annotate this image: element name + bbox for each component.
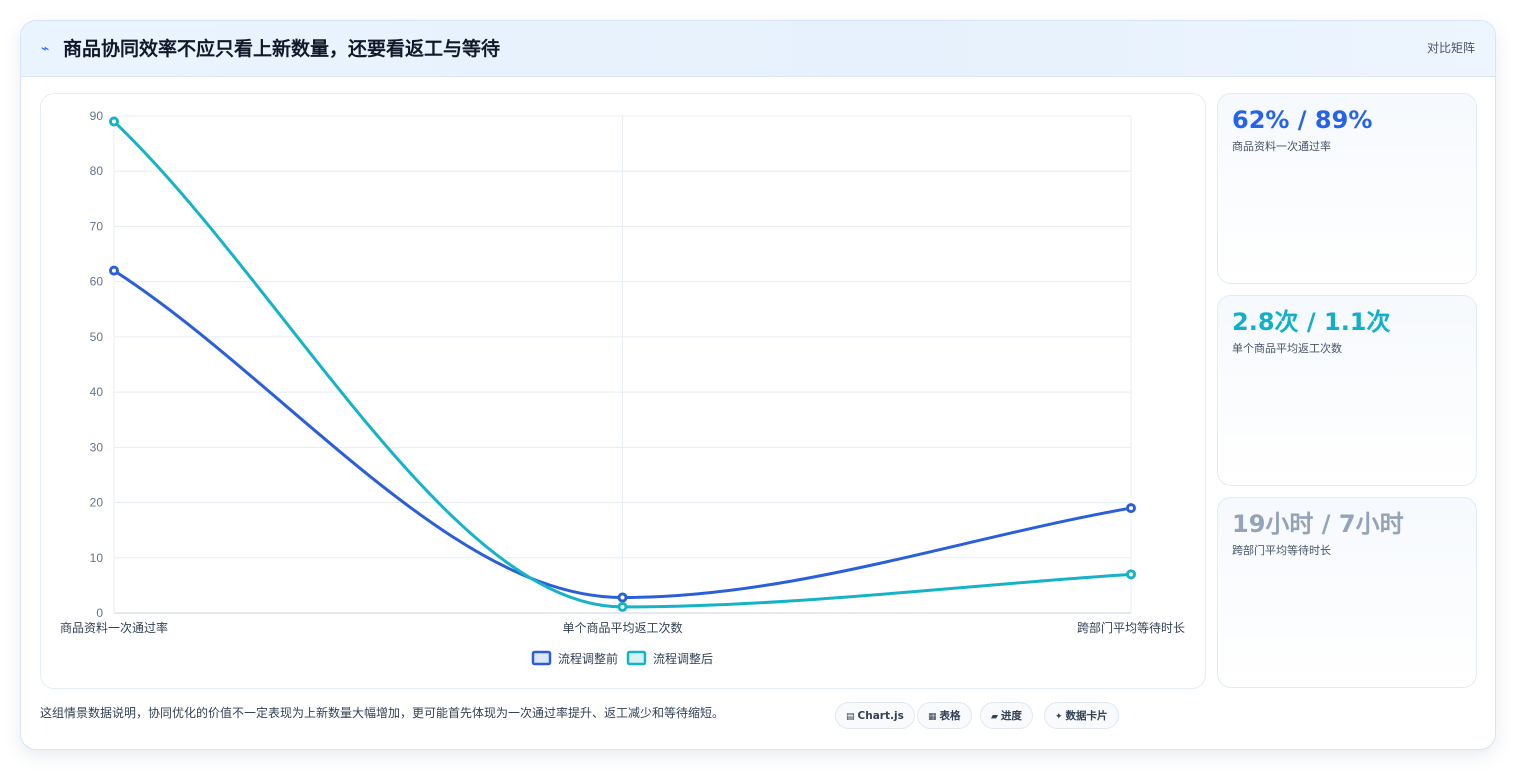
x-tick-label: 商品资料一次通过率 [60, 620, 168, 635]
view-badge[interactable]: 对比矩阵 [1426, 41, 1475, 55]
chip-label: 进度 [1000, 710, 1022, 722]
line-chart: 0 10 20 30 40 50 60 70 80 90 商品资料一次通过率 单个商品平均返工次数 跨部… [60, 109, 1185, 666]
y-tick-label: 60 [90, 275, 104, 289]
trend-icon: ⌁ [41, 41, 50, 57]
legend-swatch [531, 650, 552, 666]
y-tick-label: 30 [90, 440, 104, 454]
legend-swatch [626, 650, 647, 666]
y-tick-label: 0 [96, 606, 103, 620]
y-tick-label: 40 [90, 385, 104, 399]
chip-label: 表格 [939, 710, 961, 722]
table-icon: ▦ [928, 712, 937, 722]
data-point [109, 116, 119, 127]
y-tick-label: 20 [90, 496, 104, 510]
stat-card-rework: 2.8次 / 1.1次 单个商品平均返工次数 [1217, 295, 1477, 486]
legend-label: 流程调整后 [653, 651, 713, 666]
stat-label: 商品资料一次通过率 [1232, 140, 1331, 153]
stat-card-wait-time: 19小时 / 7小时 跨部门平均等待时长 [1217, 497, 1477, 688]
chart-icon: ▤ [846, 712, 855, 722]
stat-value: 19小时 / 7小时 [1232, 510, 1404, 538]
series-line-2 [112, 120, 1133, 609]
chip-data-card[interactable]: ✦ 数据卡片 [1044, 702, 1119, 729]
chip-chartjs[interactable]: ▤ Chart.js [835, 702, 915, 729]
stat-value: 62% / 89% [1232, 106, 1373, 134]
page-title: 商品协同效率不应只看上新数量，还要看返工与等待 [63, 38, 501, 60]
dashboard-card: ⌁ 商品协同效率不应只看上新数量，还要看返工与等待 对比矩阵 0 10 20 30 40… [20, 20, 1496, 750]
chip-progress[interactable]: ▰ 进度 [980, 702, 1033, 729]
series-line-1 [112, 269, 1133, 600]
y-tick-label: 50 [90, 330, 104, 344]
y-tick-label: 10 [90, 551, 104, 565]
y-tick-label: 70 [90, 219, 104, 233]
data-point [1126, 503, 1136, 514]
x-tick-label: 单个商品平均返工次数 [562, 620, 682, 635]
card-header: ⌁ 商品协同效率不应只看上新数量，还要看返工与等待 对比矩阵 [21, 21, 1495, 77]
y-tick-label: 80 [90, 164, 104, 178]
progress-icon: ▰ [991, 712, 998, 722]
chip-label: Chart.js [857, 710, 904, 722]
stat-label: 跨部门平均等待时长 [1232, 544, 1331, 557]
chart-panel: 0 10 20 30 40 50 60 70 80 90 商品资料一次通过率 单个商品平均返工次数 跨部… [40, 93, 1206, 689]
stat-label: 单个商品平均返工次数 [1232, 342, 1342, 355]
legend-label: 流程调整前 [558, 651, 618, 666]
data-point [109, 265, 119, 276]
card-icon: ✦ [1055, 712, 1063, 722]
stat-card-pass-rate: 62% / 89% 商品资料一次通过率 [1217, 93, 1477, 284]
data-point [1126, 569, 1136, 580]
stat-value: 2.8次 / 1.1次 [1232, 308, 1391, 336]
data-point [617, 592, 628, 603]
data-point [617, 601, 628, 612]
x-tick-label: 跨部门平均等待时长 [1077, 620, 1185, 635]
chip-label: 数据卡片 [1065, 710, 1108, 722]
y-tick-label: 90 [90, 109, 104, 123]
footer-note: 这组情景数据说明，协同优化的价值不一定表现为上新数量大幅增加，更可能首先体现为一… [40, 706, 725, 720]
chip-table[interactable]: ▦ 表格 [917, 702, 972, 729]
